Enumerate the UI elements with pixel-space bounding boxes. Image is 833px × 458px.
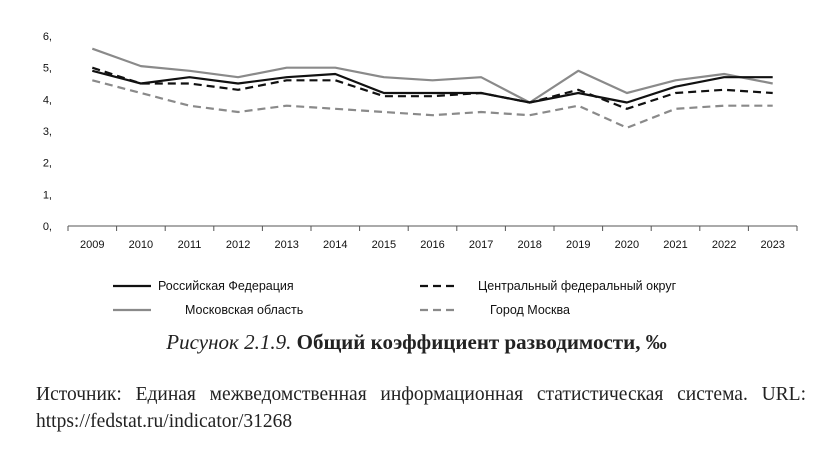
legend-label: Центральный федеральный округ bbox=[478, 279, 677, 293]
x-tick-label: 2012 bbox=[226, 239, 250, 251]
y-tick-label: 2, bbox=[43, 158, 52, 170]
x-tick-label: 2017 bbox=[469, 239, 493, 251]
line-chart: 0,1,2,3,4,5,6, 2009 2010 2011 2012 2013 2014 2… bbox=[43, 31, 798, 317]
series-lines bbox=[91, 47, 773, 129]
caption-label: Рисунок 2.1.9. bbox=[166, 330, 292, 354]
x-tick-label: 2010 bbox=[129, 239, 153, 251]
x-axis-labels: 2009 2010 2011 2012 2013 2014 2015 2016 2017 2018… bbox=[80, 239, 785, 251]
y-tick-label: 3, bbox=[43, 126, 52, 138]
series-line bbox=[92, 69, 773, 104]
legend-label: Московская область bbox=[185, 303, 303, 317]
legend: Российская Федерация Центральный федераль… bbox=[113, 279, 677, 317]
legend-label: Город Москва bbox=[490, 303, 570, 317]
y-tick-label: 6, bbox=[43, 31, 52, 43]
legend-label: Российская Федерация bbox=[158, 279, 294, 293]
y-axis-ticks: 0, 1, 2, 3, 4, 5, 6, bbox=[43, 31, 52, 233]
x-tick-label: 2014 bbox=[323, 239, 347, 251]
x-tick-label: 2009 bbox=[80, 239, 104, 251]
x-tick-label: 2022 bbox=[712, 239, 736, 251]
x-tick-label: 2013 bbox=[274, 239, 298, 251]
x-tick-label: 2019 bbox=[566, 239, 590, 251]
x-tick-label: 2011 bbox=[178, 239, 202, 251]
x-tick-label: 2016 bbox=[420, 239, 444, 251]
x-tick-label: 2021 bbox=[663, 239, 687, 251]
y-tick-label: 4, bbox=[43, 94, 52, 106]
series-line bbox=[92, 79, 773, 129]
x-tick-label: 2018 bbox=[517, 239, 541, 251]
source-note: Источник: Единая межведомственная информ… bbox=[36, 384, 806, 432]
x-axis-tickmarks bbox=[67, 226, 798, 231]
caption-title: Общий коэффициент разводимости, ‰ bbox=[296, 330, 667, 354]
figure-caption: Рисунок 2.1.9. Общий коэффициент разводи… bbox=[0, 330, 833, 355]
x-tick-label: 2023 bbox=[760, 239, 784, 251]
series-line bbox=[91, 47, 773, 104]
y-tick-label: 1, bbox=[43, 189, 52, 201]
x-tick-label: 2015 bbox=[372, 239, 396, 251]
y-tick-label: 0, bbox=[43, 221, 52, 233]
y-tick-label: 5, bbox=[43, 63, 52, 75]
x-tick-label: 2020 bbox=[615, 239, 639, 251]
